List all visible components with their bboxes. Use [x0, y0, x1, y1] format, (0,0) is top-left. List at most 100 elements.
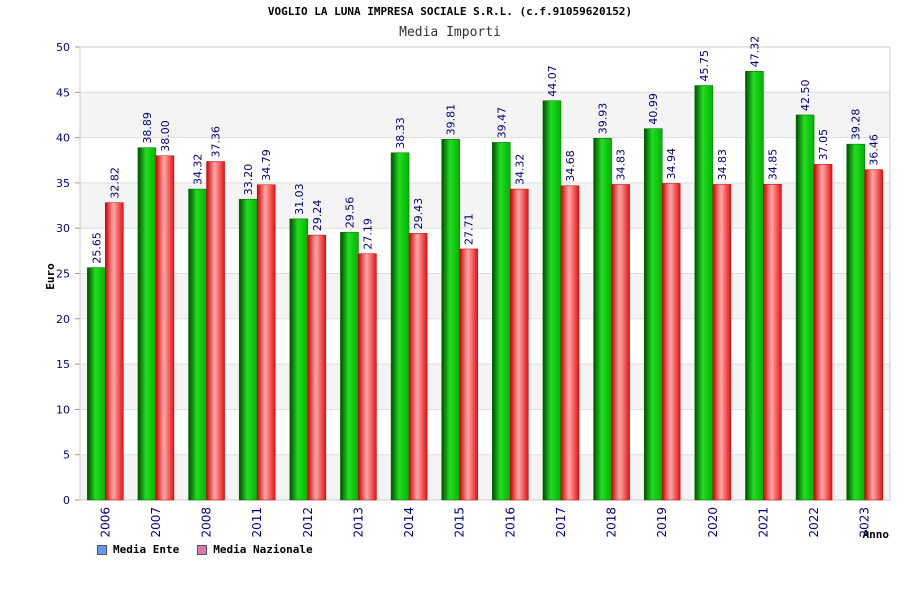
bar-media-ente	[694, 85, 714, 501]
bar-media-nazionale	[763, 184, 782, 501]
bar-media-nazionale	[459, 248, 478, 501]
bar-media-ente	[643, 128, 663, 501]
data-label: 34.85	[766, 149, 779, 181]
bar-media-ente	[289, 218, 309, 501]
legend-item-media-nazionale: Media Nazionale	[197, 543, 313, 556]
data-label: 38.89	[141, 112, 154, 144]
bar-media-ente	[593, 137, 612, 501]
x-tick-label: 2020	[706, 507, 720, 538]
bar-media-nazionale	[155, 155, 175, 501]
x-tick-label: 2018	[605, 507, 619, 538]
bar-media-nazionale	[560, 185, 580, 501]
bar-media-ente	[441, 139, 460, 501]
bar-media-nazionale	[864, 169, 883, 501]
data-label: 39.47	[495, 107, 508, 139]
y-tick-label: 20	[56, 313, 70, 326]
y-tick-label: 50	[56, 41, 70, 54]
x-tick-label: 2019	[655, 507, 669, 538]
bar-media-nazionale	[307, 234, 327, 501]
data-label: 42.50	[799, 79, 812, 111]
bar-media-nazionale	[813, 164, 833, 501]
y-tick-label: 25	[56, 268, 70, 281]
data-label: 34.94	[665, 148, 678, 180]
x-tick-label: 2007	[149, 507, 163, 538]
data-label: 37.05	[817, 129, 830, 161]
x-tick-label: 2011	[250, 507, 264, 538]
data-label: 32.82	[108, 167, 121, 199]
chart-title: VOGLIO LA LUNA IMPRESA SOCIALE S.R.L. (c…	[267, 5, 633, 18]
x-tick-label: 2014	[402, 507, 416, 538]
y-tick-label: 0	[63, 494, 70, 507]
data-label: 25.65	[90, 232, 103, 264]
data-label: 29.24	[311, 200, 324, 232]
bar-media-nazionale	[408, 233, 428, 501]
bar-media-nazionale	[105, 202, 124, 501]
x-tick-label: 2016	[503, 507, 517, 538]
bar-media-ente	[340, 231, 359, 501]
y-tick-label: 45	[56, 86, 70, 99]
data-label: 34.68	[564, 150, 577, 182]
x-tick-label: 2021	[756, 507, 770, 538]
legend-item-media-ente: Media Ente	[97, 543, 179, 556]
data-label: 44.07	[546, 65, 559, 97]
data-label: 34.83	[716, 149, 729, 181]
data-label: 29.43	[412, 198, 425, 230]
x-tick-label: 2015	[453, 507, 467, 538]
x-tick-label: 2023	[858, 507, 872, 538]
data-label: 38.00	[159, 120, 172, 152]
bar-media-nazionale	[661, 183, 681, 501]
y-axis-label: Euro	[44, 263, 57, 290]
y-tick-label: 10	[56, 403, 70, 416]
bar-media-ente	[238, 198, 258, 501]
data-label: 39.81	[445, 104, 458, 136]
y-tick-label: 40	[56, 132, 70, 145]
bar-media-nazionale	[510, 188, 529, 501]
bar-media-nazionale	[358, 253, 377, 501]
bar-media-ente	[846, 143, 865, 501]
bar-media-ente	[188, 188, 207, 501]
legend-label-media-nazionale: Media Nazionale	[213, 543, 313, 556]
data-label: 27.71	[463, 213, 476, 245]
data-label: 34.79	[260, 149, 273, 181]
data-label: 37.36	[210, 126, 223, 158]
bar-media-ente	[492, 142, 511, 501]
bar-media-ente	[745, 71, 764, 501]
legend-swatch-media-nazionale	[197, 544, 208, 555]
data-label: 34.83	[615, 149, 628, 181]
y-tick-label: 5	[63, 449, 70, 462]
bar-media-nazionale	[206, 161, 225, 501]
data-label: 45.75	[698, 50, 711, 82]
bar-media-nazionale	[611, 184, 630, 501]
legend-swatch-media-ente	[97, 544, 107, 555]
data-label: 47.32	[748, 36, 761, 68]
bar-media-nazionale	[256, 184, 276, 501]
legend-label-media-ente: Media Ente	[113, 543, 180, 556]
x-tick-label: 2022	[807, 507, 821, 538]
y-tick-label: 35	[56, 177, 70, 190]
y-tick-label: 30	[56, 222, 70, 235]
data-label: 38.33	[394, 117, 407, 149]
data-label: 36.46	[868, 134, 881, 166]
bar-media-ente	[87, 267, 106, 501]
x-tick-label: 2006	[98, 507, 112, 538]
data-label: 33.20	[242, 164, 255, 196]
x-tick-label: 2008	[200, 507, 214, 538]
plot-band	[80, 92, 890, 138]
bar-media-nazionale	[712, 184, 732, 501]
data-label: 39.93	[597, 103, 610, 135]
bar-media-ente	[137, 147, 157, 501]
chart-subtitle: Media Importi	[399, 25, 501, 40]
plot-band	[80, 47, 890, 93]
data-label: 34.32	[192, 154, 205, 186]
data-label: 27.19	[361, 218, 374, 250]
chart-legend: Media Ente Media Nazionale	[97, 543, 313, 556]
x-tick-label: 2013	[351, 507, 365, 538]
data-label: 40.99	[647, 93, 660, 125]
data-label: 31.03	[293, 183, 306, 215]
x-tick-label: 2017	[554, 507, 568, 538]
bar-media-ente	[390, 152, 410, 501]
plot-area	[79, 46, 891, 501]
x-axis-label: Anno	[863, 528, 890, 541]
data-label: 29.56	[343, 197, 356, 229]
